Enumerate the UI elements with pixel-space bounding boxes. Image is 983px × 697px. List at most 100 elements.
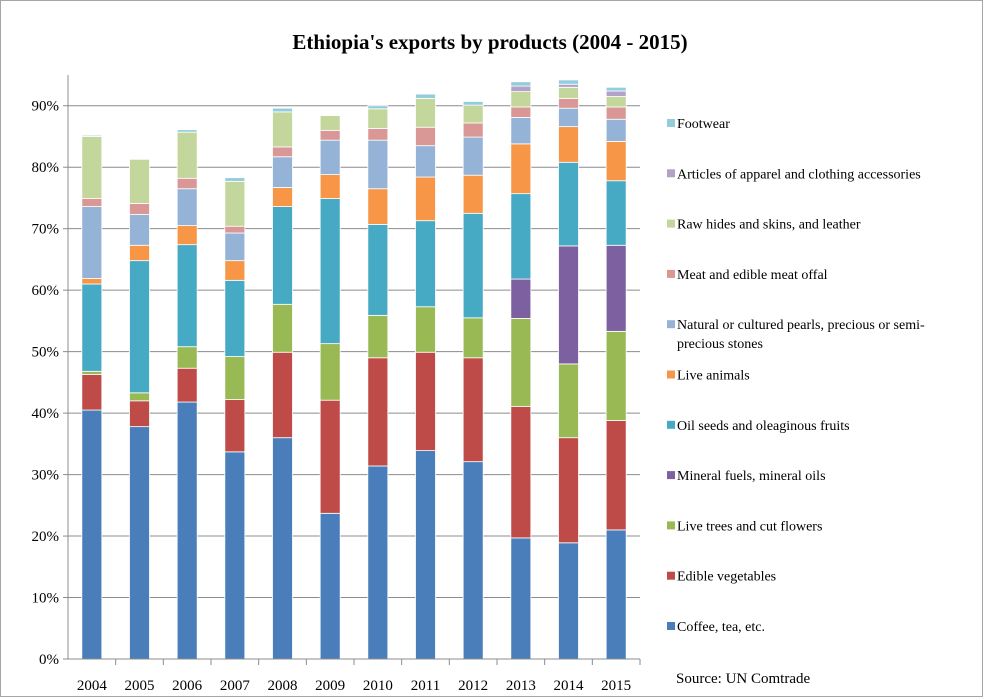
bar-segment [510, 143, 532, 195]
bar-segment [605, 420, 627, 531]
bar-segment [129, 158, 150, 204]
bars [81, 79, 627, 660]
bar-segment [510, 537, 532, 660]
bar-segment [605, 86, 627, 92]
y-tick-label: 10% [32, 591, 60, 607]
bar-segment [176, 225, 198, 246]
legend-label: Oil seeds and oleaginous fruits [677, 419, 850, 434]
bar-segment [415, 93, 436, 99]
x-tick-label: 2015 [601, 678, 631, 694]
x-tick-label: 2010 [363, 678, 393, 694]
bar-segment [224, 451, 246, 660]
bar-segment [462, 174, 484, 214]
x-tick-label: 2006 [172, 678, 203, 694]
bar-segment [367, 188, 389, 225]
gridlines [68, 105, 640, 599]
bar-segment [224, 356, 246, 400]
bar-segment [558, 126, 579, 163]
bar-segment [176, 131, 198, 179]
bar-segment [81, 370, 103, 375]
bar-segment [224, 279, 246, 357]
bar-segment [558, 161, 579, 247]
chart-title: Ethiopia's exports by products (2004 - 2… [292, 30, 687, 54]
bar-segment [558, 86, 579, 99]
bar-segment [81, 198, 103, 207]
bar-segment [176, 129, 198, 133]
x-tick-label: 2005 [125, 678, 155, 694]
legend-label: Natural or cultured pearls, precious or … [677, 318, 925, 352]
bar-segment [319, 399, 341, 514]
bar-segment [81, 283, 103, 372]
bar-segment [319, 115, 341, 131]
bar-segment [224, 225, 246, 234]
bar-segment [510, 318, 532, 407]
y-tick-label: 30% [32, 468, 60, 484]
bar-segment [224, 399, 246, 453]
axes: 0% 10% 20% 30% 40% 50% 60% 70% 80% 90% 2004 2005 200… [32, 75, 641, 694]
legend-label: Mineral fuels, mineral oils [677, 469, 826, 484]
legend-swatch [667, 219, 675, 228]
bar-segment [224, 260, 246, 281]
bar-segment [81, 373, 103, 411]
bar-segment [415, 97, 436, 128]
bar-segment [605, 529, 627, 660]
bar-segment [272, 107, 293, 113]
y-tick-label: 20% [32, 529, 60, 545]
legend-label: Articles of apparel and clothing accesso… [677, 167, 921, 182]
bar-segment [605, 106, 627, 120]
bar-segment [81, 136, 103, 199]
bar-segment [129, 203, 150, 215]
legend-swatch [667, 471, 675, 480]
bar-segment [415, 126, 436, 147]
bar-segment [319, 198, 341, 345]
legend-swatch [667, 119, 675, 127]
bar-segment [319, 139, 341, 175]
bar-segment [367, 357, 389, 467]
bar-segment [81, 278, 103, 285]
y-tick-label: 80% [32, 160, 60, 176]
bar-segment [415, 145, 436, 178]
y-tick-label: 40% [32, 406, 60, 422]
bar-segment [558, 363, 579, 439]
bar-segment [319, 114, 341, 116]
bar-segment [81, 206, 103, 279]
bar-segment [510, 91, 532, 108]
legend-swatch [667, 622, 675, 630]
bar-segment [510, 81, 532, 87]
bar-segment [176, 401, 198, 660]
bar-segment [272, 351, 293, 439]
bar-segment [415, 351, 436, 452]
bar-segment [129, 426, 150, 660]
legend-label: Footwear [677, 117, 730, 132]
bar-segment [462, 122, 484, 138]
x-tick-label: 2013 [506, 678, 536, 694]
bar-segment [319, 512, 341, 660]
bar-segment [367, 223, 389, 316]
bar-segment [272, 156, 293, 188]
bar-segment [367, 465, 389, 660]
bar-segment [605, 330, 627, 421]
legend-swatch [667, 269, 675, 278]
bar-segment [272, 146, 293, 158]
bar-segment [129, 158, 150, 160]
legend-swatch [667, 320, 675, 329]
bar-segment [272, 437, 293, 660]
bar-segment [605, 244, 627, 332]
bar-segment [605, 140, 627, 182]
bar-segment [272, 206, 293, 305]
bar-segment [176, 346, 198, 369]
bar-segment [558, 107, 579, 128]
bar-segment [272, 187, 293, 207]
bar-segment [367, 105, 389, 110]
bar-segment [462, 212, 484, 319]
x-tick-label: 2008 [268, 678, 298, 694]
bar-segment [415, 450, 436, 660]
bar-segment [224, 232, 246, 262]
bar-segment [462, 136, 484, 176]
bar-segment [224, 180, 246, 227]
bar-segment [558, 97, 579, 109]
bar-segment [510, 85, 532, 92]
x-tick-label: 2014 [554, 678, 585, 694]
x-tick-label: 2012 [458, 678, 488, 694]
